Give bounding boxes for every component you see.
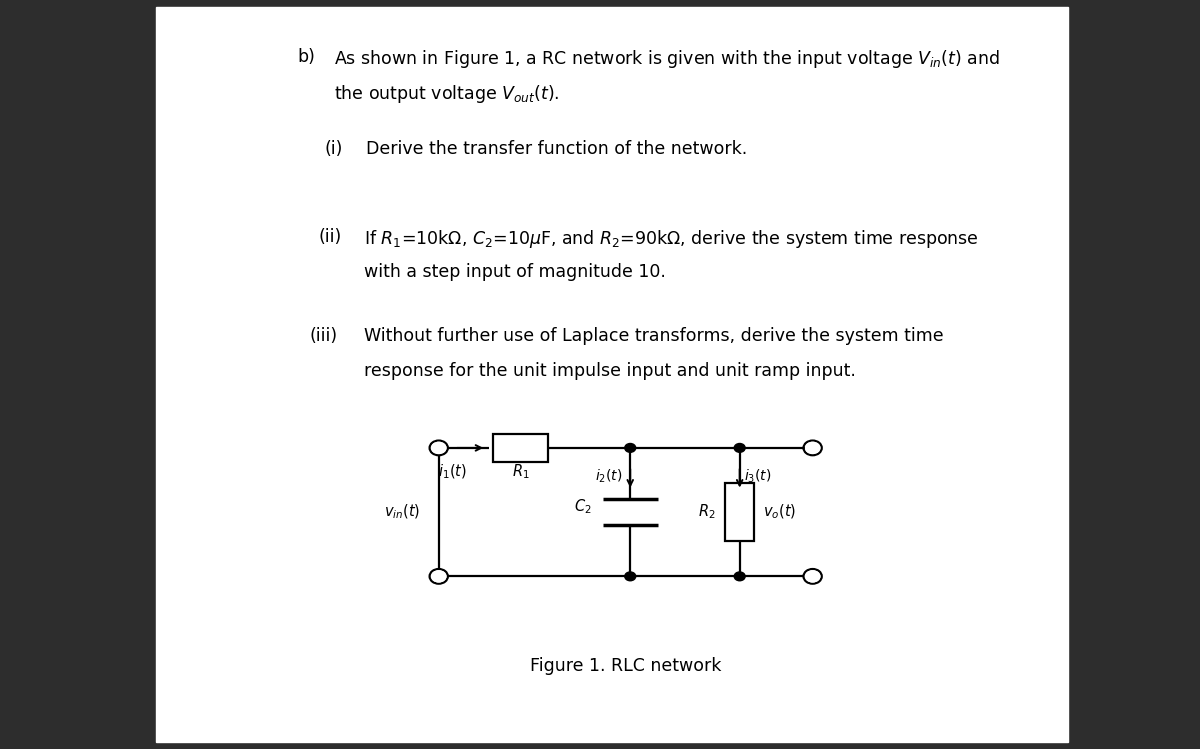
Text: with a step input of magnitude 10.: with a step input of magnitude 10. <box>364 263 666 281</box>
Bar <box>725 483 755 542</box>
Circle shape <box>431 442 446 454</box>
Circle shape <box>805 570 821 583</box>
Text: Without further use of Laplace transforms, derive the system time: Without further use of Laplace transform… <box>364 327 943 345</box>
Text: response for the unit impulse input and unit ramp input.: response for the unit impulse input and … <box>364 362 856 380</box>
Text: $i_2(t)$: $i_2(t)$ <box>595 467 623 485</box>
Circle shape <box>805 442 821 454</box>
Text: (iii): (iii) <box>310 327 337 345</box>
Bar <box>493 434 548 462</box>
Circle shape <box>734 443 745 452</box>
Circle shape <box>625 572 636 580</box>
Text: (i): (i) <box>325 139 343 157</box>
Text: $C_2$: $C_2$ <box>575 497 592 515</box>
Text: If $R_1$=10k$\Omega$, $C_2$=10$\mu$F, and $R_2$=90k$\Omega$, derive the system t: If $R_1$=10k$\Omega$, $C_2$=10$\mu$F, an… <box>364 228 979 249</box>
Text: $v_{in}(t)$: $v_{in}(t)$ <box>384 503 420 521</box>
Text: Derive the transfer function of the network.: Derive the transfer function of the netw… <box>366 139 748 157</box>
Text: $R_2$: $R_2$ <box>698 503 716 521</box>
Text: As shown in Figure 1, a RC network is given with the input voltage $\mathit{V_{i: As shown in Figure 1, a RC network is gi… <box>334 48 1000 70</box>
Circle shape <box>625 443 636 452</box>
Text: $v_o(t)$: $v_o(t)$ <box>763 503 797 521</box>
Text: (ii): (ii) <box>318 228 342 246</box>
Text: the output voltage $\mathit{V_{out}}(t)$.: the output voltage $\mathit{V_{out}}(t)$… <box>334 83 559 105</box>
Text: $i_1(t)$: $i_1(t)$ <box>438 463 467 481</box>
Text: b): b) <box>298 48 316 66</box>
Circle shape <box>431 570 446 583</box>
Text: Figure 1. RLC network: Figure 1. RLC network <box>530 657 721 675</box>
Text: $R_1$: $R_1$ <box>512 463 529 482</box>
Circle shape <box>734 572 745 580</box>
Text: $i_3(t)$: $i_3(t)$ <box>744 467 772 485</box>
